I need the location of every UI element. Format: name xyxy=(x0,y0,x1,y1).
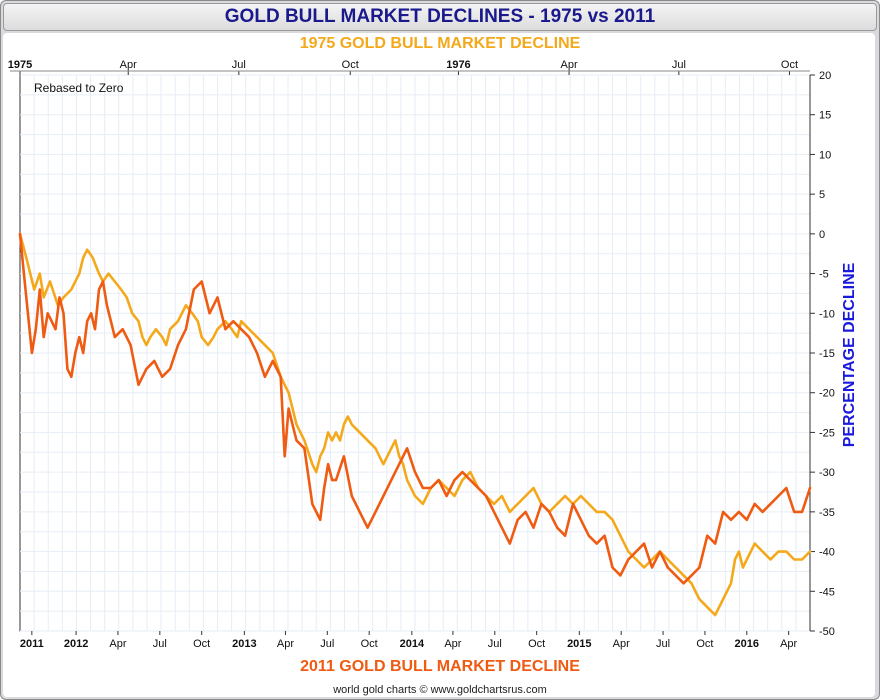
bottom-tick-label: Oct xyxy=(361,638,378,650)
bottom-tick-label: Oct xyxy=(528,638,545,650)
y-tick-label: 0 xyxy=(819,229,825,241)
bottom-tick-label: 2012 xyxy=(64,638,88,650)
bottom-axis-title: 2011 GOLD BULL MARKET DECLINE xyxy=(300,658,580,675)
bottom-tick-label: 2013 xyxy=(232,638,256,650)
top-tick-label: 1975 xyxy=(8,59,32,71)
bottom-tick-label: Apr xyxy=(277,638,294,650)
series-lines xyxy=(18,232,812,617)
top-tick-label: Jul xyxy=(672,59,686,71)
y-tick-label: 20 xyxy=(819,70,831,82)
y-tick-label: -30 xyxy=(819,467,835,479)
chart-title: GOLD BULL MARKET DECLINES - 1975 vs 2011 xyxy=(3,3,877,31)
bottom-tick-label: Apr xyxy=(780,638,797,650)
bottom-tick-label: Jul xyxy=(153,638,167,650)
bottom-tick-label: Oct xyxy=(696,638,713,650)
series-line-2011 xyxy=(18,232,812,585)
bottom-tick-label: 2011 xyxy=(20,638,44,650)
y-tick-label: -25 xyxy=(819,427,835,439)
y-tick-label: -5 xyxy=(819,269,829,281)
bottom-tick-label: Jul xyxy=(320,638,334,650)
y-tick-label: -35 xyxy=(819,507,835,519)
bottom-x-axis: 2011 2012 Apr Jul Oct 2013 Apr Jul Oct 2014 Apr Jul… xyxy=(20,631,798,650)
bottom-tick-label: Apr xyxy=(613,638,630,650)
bottom-tick-label: Jul xyxy=(656,638,670,650)
top-tick-label: Oct xyxy=(342,59,359,71)
y-tick-label: 5 xyxy=(819,189,825,201)
y-tick-label: -50 xyxy=(819,626,835,638)
bottom-tick-label: Apr xyxy=(109,638,126,650)
bottom-tick-label: Jul xyxy=(488,638,502,650)
top-tick-label: Jul xyxy=(232,59,246,71)
credit-text: world gold charts © www.goldchartsrus.co… xyxy=(333,684,547,696)
top-tick-label: Oct xyxy=(781,59,798,71)
top-axis-title: 1975 GOLD BULL MARKET DECLINE xyxy=(299,35,581,52)
top-x-axis: 1975 Apr Jul Oct 1976 Apr Jul Oct xyxy=(8,59,810,75)
y-tick-label: 15 xyxy=(819,110,831,122)
top-tick-label: Apr xyxy=(120,59,137,71)
top-tick-label: 1976 xyxy=(446,59,470,71)
y-tick-label: -20 xyxy=(819,388,835,400)
series-line-1975 xyxy=(18,232,812,617)
bottom-tick-label: Apr xyxy=(444,638,461,650)
y-tick-label: -10 xyxy=(819,308,835,320)
bottom-tick-label: Oct xyxy=(193,638,210,650)
bottom-tick-label: 2015 xyxy=(567,638,591,650)
y-tick-label: -40 xyxy=(819,547,835,559)
y-tick-label: -15 xyxy=(819,348,835,360)
y-tick-label: -45 xyxy=(819,586,835,598)
bottom-tick-label: 2014 xyxy=(400,638,425,650)
top-tick-label: Apr xyxy=(560,59,577,71)
y-axis: 20 15 10 5 0 -5 -10 -15 -20 -25 -30 -35 -40 -45 -50 xyxy=(809,70,835,638)
rebased-annotation: Rebased to Zero xyxy=(34,81,124,95)
bottom-tick-label: 2016 xyxy=(735,638,759,650)
y-tick-label: 10 xyxy=(819,149,831,161)
